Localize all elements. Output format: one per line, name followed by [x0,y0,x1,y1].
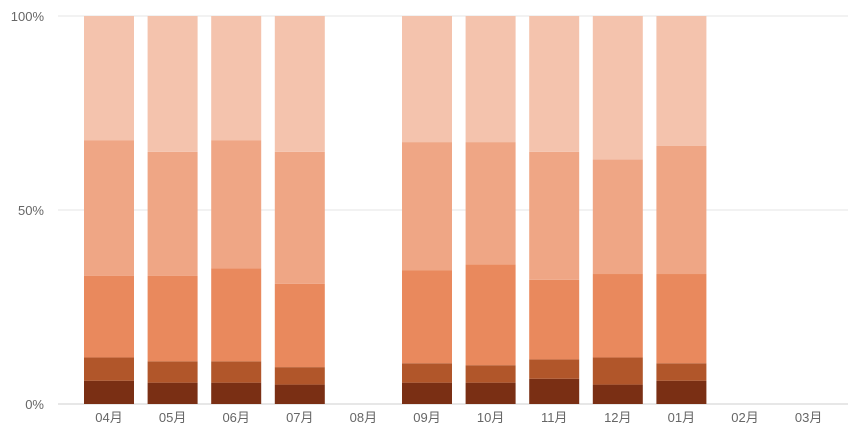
bar-segment [592,159,643,275]
x-tick-label: 05月 [159,410,186,425]
bar-segment [84,380,134,404]
bar-segment [465,382,516,404]
y-tick-label: 0% [25,397,44,412]
bar-segment [465,264,516,366]
bar-segment [656,363,707,381]
bar-segment [211,140,262,269]
bar-segment [402,142,452,271]
bar-segment [529,16,580,152]
bar-segment [147,16,198,152]
bar-segment [465,16,516,143]
y-tick-label: 100% [11,9,45,24]
bar-segment [211,382,262,404]
bar-segment [84,140,134,276]
bar-segment [84,16,134,141]
x-tick-label: 06月 [222,410,249,425]
bar-segment [211,268,262,362]
x-tick-label: 10月 [477,410,504,425]
bar-segment [656,145,707,275]
bar-segment [656,16,707,146]
bar-segment [147,275,198,362]
x-tick-label: 11月 [541,410,568,425]
bar-segment [274,16,325,152]
x-tick-label: 01月 [668,410,695,425]
bar-segment [465,365,516,383]
bar-segment [656,274,707,364]
bar-segment [656,380,707,404]
bar-segment [592,384,643,404]
x-tick-label: 12月 [604,410,631,425]
bar-segment [529,378,580,404]
bar-segment [402,270,452,364]
bar-segment [402,16,452,143]
bar-segment [274,367,325,385]
x-tick-label: 09月 [413,410,440,425]
bar-segment [592,16,643,160]
bar-segment [592,357,643,385]
bar-segment [402,363,452,383]
axes: 0% 50% 100% 04月 05月 06月 07月 08月 09月 10月 11月 12月 01月 0… [11,9,823,425]
bar-segment [465,142,516,265]
bar-segment [274,384,325,404]
bar-segment [211,16,262,141]
x-tick-label: 04月 [95,410,122,425]
bar-segment [529,359,580,379]
x-tick-label: 02月 [731,410,758,425]
bar-segment [211,361,262,383]
bar-segment [529,279,580,360]
y-tick-label: 50% [18,203,44,218]
bar-segment [274,283,325,368]
bar-segment [84,275,134,358]
bar-segment [529,151,580,280]
x-tick-label: 03月 [795,410,822,425]
bar-segment [147,361,198,383]
bars [84,16,707,404]
bar-segment [147,151,198,276]
x-tick-label: 07月 [286,410,313,425]
bar-segment [592,274,643,358]
x-tick-label: 08月 [350,410,377,425]
bar-segment [84,357,134,381]
bar-segment [147,382,198,404]
bar-segment [402,382,452,404]
bar-segment [274,151,325,284]
